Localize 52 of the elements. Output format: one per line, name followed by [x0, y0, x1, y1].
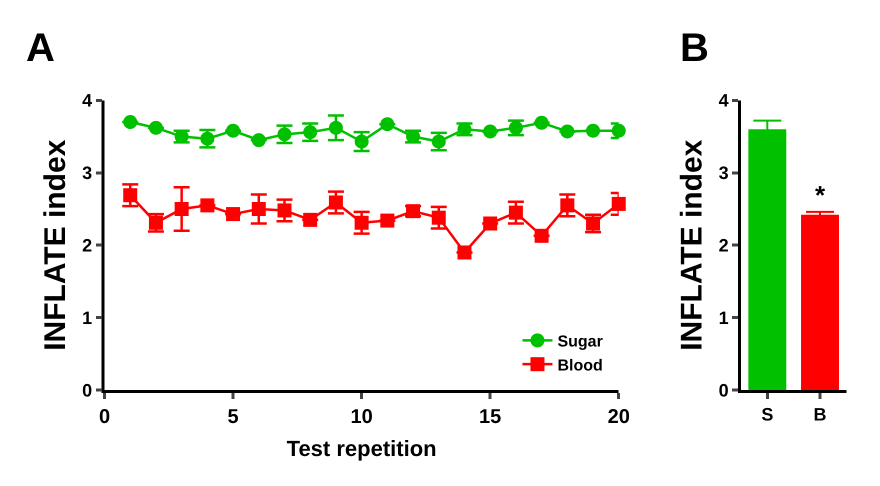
legend-label: Blood — [557, 357, 603, 374]
x-tick-label: 15 — [479, 406, 502, 428]
legend-label: Sugar — [557, 334, 603, 351]
point — [508, 206, 523, 220]
chart-title: A — [26, 26, 55, 70]
point — [226, 207, 240, 222]
x-tick-label: 10 — [350, 406, 373, 428]
point — [534, 116, 549, 130]
point — [328, 195, 343, 210]
point — [432, 210, 446, 225]
point — [200, 198, 214, 212]
point — [174, 202, 189, 216]
point — [123, 188, 138, 202]
y-tick-label: 4 — [82, 90, 92, 111]
point — [483, 216, 498, 230]
point — [534, 228, 549, 243]
x-tick-label: S — [761, 404, 774, 425]
point — [380, 214, 394, 228]
x-tick-label: 0 — [98, 406, 110, 428]
annotation: * — [815, 180, 826, 210]
point — [380, 117, 394, 132]
point — [586, 124, 600, 138]
point — [560, 124, 574, 138]
point — [612, 196, 626, 211]
y-axis-title: INFLATE index — [39, 139, 72, 351]
point — [277, 203, 292, 218]
point — [252, 202, 266, 216]
y-tick-label: 2 — [718, 236, 729, 256]
y-tick-label: 1 — [82, 308, 92, 328]
y-tick-label: 2 — [82, 236, 92, 256]
y-tick-label: 0 — [718, 380, 729, 400]
x-tick-label: 20 — [608, 406, 630, 428]
point — [303, 212, 318, 227]
point — [560, 198, 574, 212]
point — [457, 245, 472, 260]
point — [148, 120, 163, 135]
chart-title: B — [680, 26, 709, 70]
y-axis-title: INFLATE index — [676, 139, 709, 351]
point — [226, 124, 240, 138]
y-tick-label: 4 — [718, 90, 729, 111]
x-tick-label: 5 — [228, 406, 239, 428]
point — [328, 120, 343, 135]
y-tick-label: 1 — [718, 308, 729, 328]
y-tick-label: 0 — [82, 380, 92, 400]
point — [252, 133, 266, 148]
x-axis-title: Test repetition — [286, 436, 437, 461]
point — [483, 124, 498, 138]
point — [123, 115, 138, 130]
y-tick-label: 3 — [82, 163, 92, 184]
y-tick-label: 3 — [718, 163, 729, 184]
point — [354, 216, 369, 230]
x-tick-label: B — [814, 404, 827, 425]
